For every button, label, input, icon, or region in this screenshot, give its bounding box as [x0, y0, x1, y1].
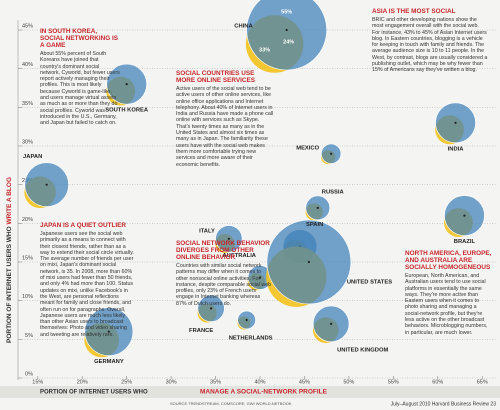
- bubble-dot: [454, 121, 457, 124]
- bubble-group: [24, 162, 69, 209]
- bubble-group: [435, 102, 476, 145]
- bubble-value-label: 33%: [259, 47, 270, 53]
- country-label: BRAZIL: [454, 239, 476, 245]
- bubble: [246, 0, 327, 71]
- y-tick-label: 5%: [25, 333, 33, 339]
- x-tick-label: 60%: [432, 379, 443, 385]
- bubble-group: [312, 305, 350, 344]
- annotation-text: BRIC and other developing nations show t…: [372, 17, 488, 74]
- bubble-group: [237, 310, 256, 330]
- bubble-dot: [125, 83, 128, 86]
- bubble-value-label: 24%: [283, 39, 294, 45]
- x-tick-label: 45%: [299, 379, 310, 385]
- bubble-dot: [330, 322, 333, 325]
- x-tick-label: 30%: [166, 379, 177, 385]
- annotation: SOCIAL COUNTRIES USE MORE ONLINE SERVICE…: [176, 70, 274, 168]
- x-tick-label: 20%: [77, 379, 88, 385]
- country-label: ITALY: [199, 228, 215, 234]
- footer: July–August 2010 Harvard Business Review…: [391, 401, 497, 407]
- bubble-dot: [227, 237, 230, 240]
- annotation: ASIA IS THE MOST SOCIAL BRIC and other de…: [372, 8, 488, 74]
- bubble-dot: [245, 318, 248, 322]
- x-tick-label: 40%: [254, 379, 265, 385]
- country-label: UNITED KINGDOM: [337, 347, 388, 353]
- y-tick-label: 40%: [22, 62, 33, 68]
- source: SOURCE TRENDSTREAM, COMSCORE, GWI WORLD-…: [170, 401, 292, 406]
- x-axis-title: PORTION OF INTERNET USERS WHO: [40, 390, 148, 396]
- annotation-title: JAPAN IS A QUIET OUTLIER: [40, 222, 127, 229]
- annotation-title: IN SOUTH KOREA, SOCIAL NETWORKING IS A G…: [40, 28, 118, 49]
- bubble-dot: [307, 260, 310, 264]
- country-label: JAPAN: [23, 154, 42, 160]
- annotation-text: Japanese users see the social web primar…: [40, 231, 134, 338]
- country-label: SPAIN: [306, 222, 323, 228]
- bubble-dot: [107, 330, 110, 333]
- x-tick-label: 55%: [388, 379, 399, 385]
- x-tick-label: 65%: [477, 379, 488, 385]
- annotation: IN SOUTH KOREA, SOCIAL NETWORKING IS A G…: [40, 28, 120, 127]
- bubble-group: [247, 265, 273, 291]
- bubble-dot: [285, 28, 288, 32]
- annotation: JAPAN IS A QUIET OUTLIER Japanese users s…: [40, 222, 134, 338]
- annotation: SOCIAL NETWORK BEHAVIOR DIVERGES FROM OT…: [176, 240, 272, 307]
- country-label: MEXICO: [296, 145, 319, 151]
- country-label: NETHERLANDS: [229, 336, 273, 342]
- x-axis-title-highlight: MANAGE A SOCIAL-NETWORK PROFILE: [200, 389, 328, 396]
- y-axis-title-highlight: WRITE A BLOG: [6, 177, 13, 225]
- bubble-dot: [210, 307, 213, 310]
- annotation-text: European, North American, and Australian…: [405, 273, 488, 336]
- y-axis-title-part: PORTION OF INTERNET USERS WHO: [6, 225, 13, 343]
- x-tick-label: 25%: [121, 379, 132, 385]
- bubble-group: [245, 0, 327, 73]
- country-label: CHINA: [234, 24, 253, 30]
- bubble-dot: [330, 152, 333, 155]
- annotation-title: SOCIAL COUNTRIES USE MORE ONLINE SERVICE…: [176, 70, 256, 84]
- bubble-group: [215, 225, 243, 253]
- country-label: GERMANY: [94, 359, 124, 365]
- country-label: UNITED STATES: [347, 280, 392, 286]
- y-tick-label: 45%: [22, 23, 33, 29]
- country-label: INDIA: [448, 146, 465, 152]
- annotation-title: NORTH AMERICA, EUROPE, AND AUSTRALIA ARE…: [405, 250, 492, 271]
- bubble-dot: [463, 214, 466, 217]
- x-tick-label: 50%: [343, 379, 354, 385]
- bubble-group: [321, 143, 342, 165]
- bubble-group: [197, 294, 225, 323]
- country-label: RUSSIA: [322, 189, 345, 195]
- x-label-band: [0, 386, 500, 398]
- annotation-text: Countries with similar social network pa…: [176, 263, 272, 307]
- bubble-dot: [316, 206, 319, 209]
- bubble-group: [84, 307, 134, 358]
- y-axis-title: PORTION OF INTERNET USERS WHO WRITE A BL…: [6, 177, 13, 343]
- y-tick-label: 30%: [22, 139, 33, 145]
- x-tick-label: 15%: [32, 379, 43, 385]
- annotation-title: ASIA IS THE MOST SOCIAL: [372, 8, 456, 15]
- annotation-title: SOCIAL NETWORK BEHAVIOR DIVERGES FROM OT…: [176, 240, 270, 261]
- bubble-group: [444, 195, 485, 238]
- y-tick-label: 35%: [22, 101, 33, 107]
- bubbles: [24, 0, 485, 358]
- annotation-text: About 55% percent of South Koreans have …: [40, 51, 120, 127]
- bubble-group: [106, 63, 147, 106]
- x-tick-label: 35%: [210, 379, 221, 385]
- bubble-group: [305, 195, 331, 221]
- country-label: SOUTH KOREA: [105, 108, 149, 114]
- bubble-dot: [258, 276, 262, 279]
- country-label: FRANCE: [189, 328, 213, 334]
- bubble-dot: [45, 183, 48, 186]
- annotation: NORTH AMERICA, EUROPE, AND AUSTRALIA ARE…: [405, 250, 493, 336]
- country-label: AUSTRALIA: [223, 253, 257, 259]
- bubble-group: [266, 219, 352, 307]
- y-tick-label: 10%: [22, 294, 33, 300]
- y-tick-label: 20%: [22, 217, 33, 223]
- bubble-value-label: 55%: [281, 9, 292, 15]
- y-tick-label: 15%: [22, 255, 33, 261]
- y-tick-label: 0%: [25, 371, 33, 377]
- annotation-text: Active users of the social web tend to b…: [176, 86, 274, 168]
